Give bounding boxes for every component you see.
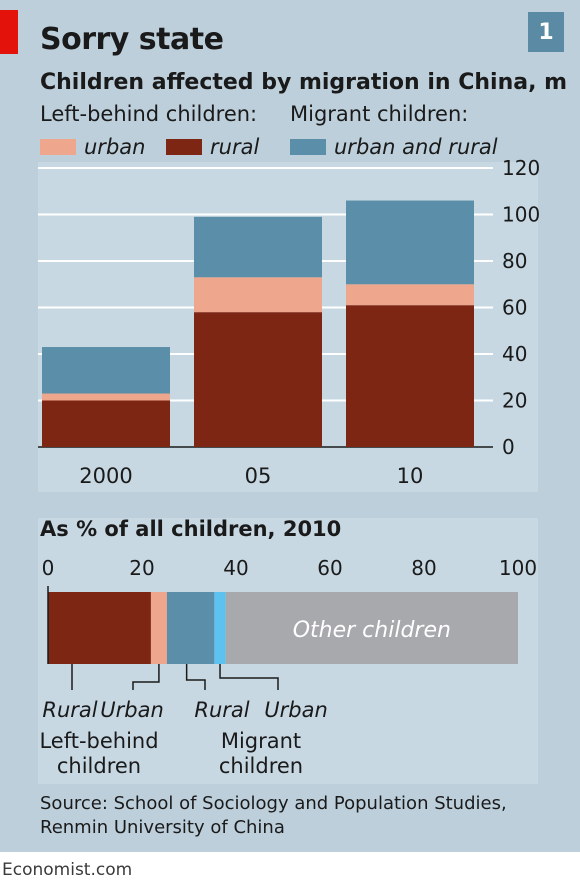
leader-migrant-urban <box>219 664 279 690</box>
bar-rural-05 <box>194 312 322 447</box>
x-tick-label: 0 <box>42 556 55 580</box>
legend-swatch-urban <box>40 139 76 155</box>
segment-label-other: Other children <box>293 618 451 643</box>
y-tick-label: 120 <box>502 156 540 180</box>
y-tick-label: 40 <box>502 342 527 366</box>
legend-item-rural: rural <box>166 134 259 160</box>
x-tick-label: 40 <box>223 556 248 580</box>
group-label-left-behind-line2: children <box>57 754 141 778</box>
x-tick-label: 10 <box>397 464 424 488</box>
hbar-segment-4 <box>225 592 518 664</box>
bar-urban-2000 <box>42 393 170 401</box>
hbar-segment-3 <box>214 592 226 664</box>
group-label-migrant-line1: Migrant <box>221 729 301 753</box>
bar-urban-10 <box>346 284 474 306</box>
footer-credit: Economist.com <box>2 860 133 880</box>
x-tick-label: 20 <box>129 556 154 580</box>
y-tick-label: 60 <box>502 296 527 320</box>
legend-migrant-heading: Migrant children: <box>290 102 469 126</box>
chart-title: Sorry state <box>40 22 224 57</box>
legend-label-migrant: urban and rural <box>334 135 498 159</box>
bottom-chart-title: As % of all children, 2010 <box>40 517 342 541</box>
hbar-segment-1 <box>150 592 167 664</box>
legend-left-behind-heading: Left-behind children: <box>40 102 258 126</box>
legend-label-urban: urban <box>84 135 146 159</box>
y-tick-label: 80 <box>502 249 527 273</box>
segment-label-urban: Urban <box>100 698 164 722</box>
group-label-left-behind-line1: Left-behind <box>39 729 158 753</box>
bar-urban-05 <box>194 277 322 313</box>
hbar-segment-2 <box>166 592 215 664</box>
x-tick-label: 05 <box>245 464 272 488</box>
x-tick-label: 100 <box>499 556 537 580</box>
bar-urban-and-rural-10 <box>346 200 474 285</box>
source-note: Source: School of Sociology and Populati… <box>40 793 507 838</box>
bar-urban-and-rural-05 <box>194 216 322 278</box>
segment-label-rural: Rural <box>42 698 97 722</box>
group-label-migrant-line2: children <box>219 754 303 778</box>
legend-swatch-migrant <box>290 139 326 155</box>
legend-item-urban: urban <box>40 134 145 160</box>
chart-panel: Sorry state 1 Children affected by migra… <box>0 0 580 852</box>
segment-label-urban: Urban <box>264 698 328 722</box>
x-tick-label: 60 <box>317 556 342 580</box>
hbar-segment-0 <box>48 592 151 664</box>
y-tick-label: 20 <box>502 389 527 413</box>
chart-subtitle: Children affected by migration in China,… <box>40 70 568 95</box>
x-tick-label: 2000 <box>79 464 132 488</box>
bar-rural-10 <box>346 305 474 447</box>
bar-rural-2000 <box>42 400 170 447</box>
y-tick-label: 100 <box>502 203 540 227</box>
legend-item-migrant: urban and rural <box>290 134 498 160</box>
segment-label-rural: Rural <box>194 698 249 722</box>
y-tick-label: 0 <box>502 435 515 459</box>
bar-urban-and-rural-2000 <box>42 347 170 394</box>
leader-left-behind-urban <box>132 664 160 690</box>
legend-label-rural: rural <box>210 135 260 159</box>
red-tab-mark <box>0 10 18 54</box>
leader-migrant-rural <box>185 664 206 690</box>
x-tick-label: 80 <box>411 556 436 580</box>
legend-swatch-rural <box>166 139 202 155</box>
chart-number-badge: 1 <box>528 12 564 52</box>
